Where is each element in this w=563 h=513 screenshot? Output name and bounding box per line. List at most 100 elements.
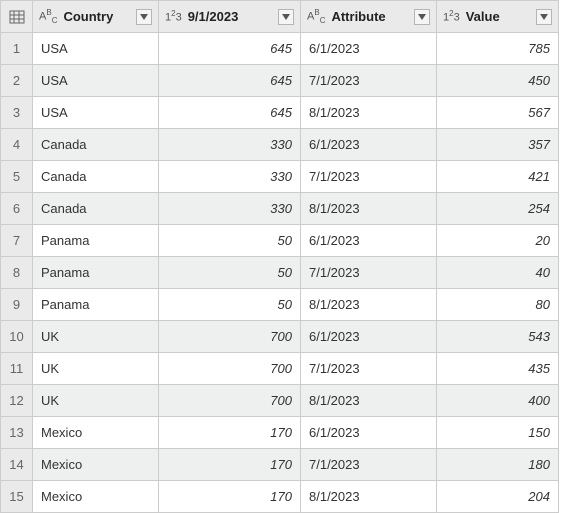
table-cell[interactable]: Panama [33, 289, 159, 321]
table-row[interactable]: 15Mexico1708/1/2023204 [1, 481, 559, 513]
column-label: 9/1/2023 [188, 9, 274, 24]
table-cell[interactable]: 204 [437, 481, 559, 513]
table-cell[interactable]: UK [33, 385, 159, 417]
table-cell[interactable]: Panama [33, 257, 159, 289]
table-cell[interactable]: 400 [437, 385, 559, 417]
table-row[interactable]: 10UK7006/1/2023543 [1, 321, 559, 353]
table-row[interactable]: 8Panama507/1/202340 [1, 257, 559, 289]
table-cell[interactable]: 8/1/2023 [301, 385, 437, 417]
table-cell[interactable]: 645 [159, 33, 301, 65]
table-cell[interactable]: Mexico [33, 449, 159, 481]
table-cell[interactable]: USA [33, 97, 159, 129]
table-row[interactable]: 13Mexico1706/1/2023150 [1, 417, 559, 449]
table-cell[interactable]: 180 [437, 449, 559, 481]
column-label: Country [63, 9, 132, 24]
table-cell[interactable]: 254 [437, 193, 559, 225]
table-cell[interactable]: Canada [33, 129, 159, 161]
table-cell[interactable]: 700 [159, 353, 301, 385]
table-row[interactable]: 1USA6456/1/2023785 [1, 33, 559, 65]
table-cell[interactable]: 567 [437, 97, 559, 129]
filter-dropdown-button[interactable] [414, 9, 430, 25]
table-cell[interactable]: 357 [437, 129, 559, 161]
column-header[interactable]: ABC Country [33, 1, 159, 33]
table-row[interactable]: 12UK7008/1/2023400 [1, 385, 559, 417]
column-header[interactable]: 123 9/1/2023 [159, 1, 301, 33]
table-row[interactable]: 5Canada3307/1/2023421 [1, 161, 559, 193]
table-row[interactable]: 3USA6458/1/2023567 [1, 97, 559, 129]
table-row[interactable]: 7Panama506/1/202320 [1, 225, 559, 257]
table-cell[interactable]: 7/1/2023 [301, 257, 437, 289]
table-row[interactable]: 11UK7007/1/2023435 [1, 353, 559, 385]
table-cell[interactable]: 8/1/2023 [301, 481, 437, 513]
table-cell[interactable]: 150 [437, 417, 559, 449]
column-header[interactable]: ABCAttribute [301, 1, 437, 33]
table-cell[interactable]: USA [33, 65, 159, 97]
table-row[interactable]: 2USA6457/1/2023450 [1, 65, 559, 97]
table-cell[interactable]: 330 [159, 129, 301, 161]
number-type-icon: 123 [443, 9, 460, 24]
table-cell[interactable]: 7/1/2023 [301, 353, 437, 385]
row-number: 10 [1, 321, 33, 353]
filter-dropdown-button[interactable] [536, 9, 552, 25]
column-label: Attribute [331, 9, 410, 24]
table-cell[interactable]: 50 [159, 257, 301, 289]
row-number: 1 [1, 33, 33, 65]
table-cell[interactable]: 170 [159, 481, 301, 513]
table-row[interactable]: 9Panama508/1/202380 [1, 289, 559, 321]
table-cell[interactable]: UK [33, 353, 159, 385]
table-cell[interactable]: 8/1/2023 [301, 193, 437, 225]
table-cell[interactable]: 6/1/2023 [301, 321, 437, 353]
table-cell[interactable]: 421 [437, 161, 559, 193]
table-cell[interactable]: 330 [159, 161, 301, 193]
table-cell[interactable]: 330 [159, 193, 301, 225]
row-number: 11 [1, 353, 33, 385]
table-cell[interactable]: 435 [437, 353, 559, 385]
column-header[interactable]: 123Value [437, 1, 559, 33]
table-row[interactable]: 6Canada3308/1/2023254 [1, 193, 559, 225]
table-cell[interactable]: 50 [159, 225, 301, 257]
table-cell[interactable]: Mexico [33, 417, 159, 449]
table-cell[interactable]: 785 [437, 33, 559, 65]
row-number: 3 [1, 97, 33, 129]
table-cell[interactable]: 20 [437, 225, 559, 257]
table-row[interactable]: 14Mexico1707/1/2023180 [1, 449, 559, 481]
table-cell[interactable]: Canada [33, 193, 159, 225]
text-type-icon: ABC [39, 8, 57, 25]
table-cell[interactable]: 7/1/2023 [301, 65, 437, 97]
table-cell[interactable]: 700 [159, 385, 301, 417]
table-cell[interactable]: USA [33, 33, 159, 65]
row-number: 8 [1, 257, 33, 289]
row-number: 6 [1, 193, 33, 225]
table-cell[interactable]: 450 [437, 65, 559, 97]
filter-dropdown-button[interactable] [278, 9, 294, 25]
table-cell[interactable]: UK [33, 321, 159, 353]
row-number: 2 [1, 65, 33, 97]
table-cell[interactable]: 50 [159, 289, 301, 321]
row-number: 9 [1, 289, 33, 321]
table-cell[interactable]: Mexico [33, 481, 159, 513]
table-cell[interactable]: 6/1/2023 [301, 129, 437, 161]
table-cell[interactable]: 7/1/2023 [301, 161, 437, 193]
data-table: ABC Country 123 9/1/2023 ABCAttribute123Valu… [0, 0, 559, 513]
filter-dropdown-button[interactable] [136, 9, 152, 25]
table-corner-icon[interactable] [1, 1, 33, 33]
table-cell[interactable]: 645 [159, 65, 301, 97]
table-cell[interactable]: 80 [437, 289, 559, 321]
table-cell[interactable]: 7/1/2023 [301, 449, 437, 481]
table-cell[interactable]: 170 [159, 417, 301, 449]
table-cell[interactable]: 700 [159, 321, 301, 353]
table-cell[interactable]: 6/1/2023 [301, 225, 437, 257]
table-cell[interactable]: Canada [33, 161, 159, 193]
table-cell[interactable]: 543 [437, 321, 559, 353]
table-cell[interactable]: 645 [159, 97, 301, 129]
table-cell[interactable]: 6/1/2023 [301, 417, 437, 449]
table-cell[interactable]: 170 [159, 449, 301, 481]
row-number: 4 [1, 129, 33, 161]
table-cell[interactable]: 40 [437, 257, 559, 289]
table-row[interactable]: 4Canada3306/1/2023357 [1, 129, 559, 161]
table-cell[interactable]: 6/1/2023 [301, 33, 437, 65]
number-type-icon: 123 [165, 9, 182, 24]
table-cell[interactable]: 8/1/2023 [301, 97, 437, 129]
table-cell[interactable]: Panama [33, 225, 159, 257]
table-cell[interactable]: 8/1/2023 [301, 289, 437, 321]
